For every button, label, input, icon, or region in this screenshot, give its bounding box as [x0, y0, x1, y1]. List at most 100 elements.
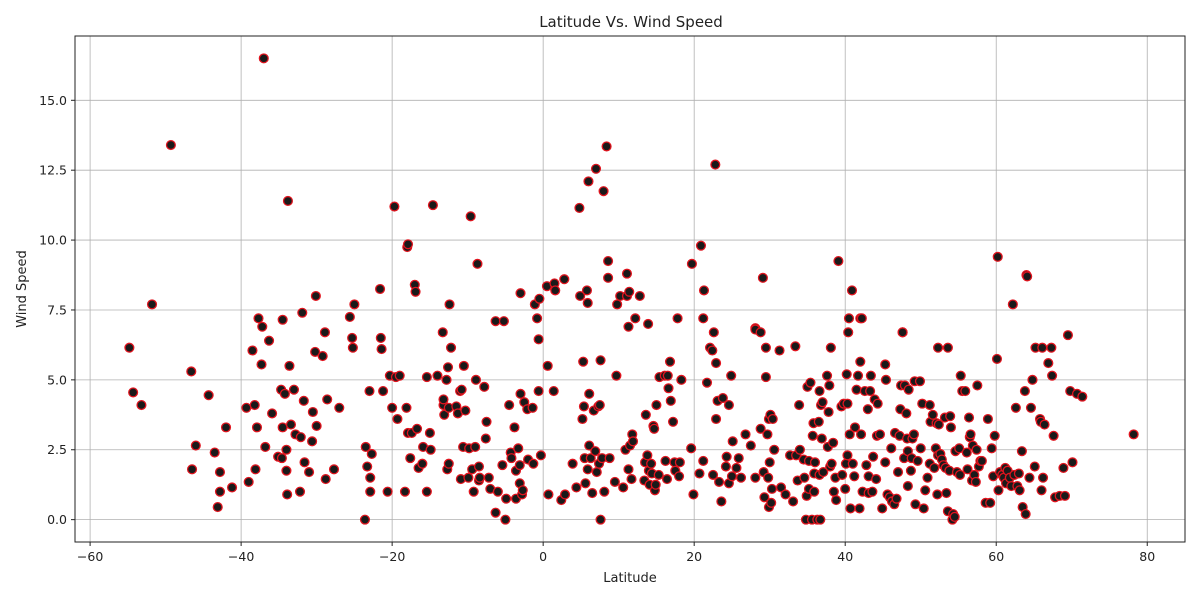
scatter-point: [1022, 271, 1033, 282]
scatter-point: [623, 464, 634, 475]
scatter-point: [515, 288, 526, 299]
scatter-point: [933, 419, 944, 430]
scatter-point: [249, 399, 260, 411]
scatter-point: [862, 404, 873, 415]
scatter-point: [474, 472, 485, 483]
scatter-point: [856, 313, 867, 324]
y-tick-label: 2.5: [47, 442, 67, 457]
scatter-point: [402, 239, 414, 250]
scatter-point: [843, 327, 854, 338]
scatter-point: [1036, 485, 1047, 496]
scatter-point: [443, 458, 454, 469]
scatter-point: [389, 201, 400, 212]
scatter-point: [845, 503, 856, 514]
scatter-point: [634, 290, 645, 302]
y-tick-label: 0.0: [47, 512, 67, 527]
scatter-point: [767, 413, 778, 425]
scatter-point: [344, 311, 355, 323]
scatter-point: [865, 385, 876, 397]
scatter-point: [243, 476, 254, 487]
scatter-point: [405, 453, 416, 464]
scatter-point: [814, 385, 825, 397]
scatter-point: [760, 372, 771, 383]
scatter-point: [550, 285, 561, 296]
scatter-point: [867, 486, 878, 497]
scatter-point: [492, 486, 503, 497]
scatter-point: [282, 489, 293, 500]
scatter-point: [717, 392, 728, 404]
scatter-point: [241, 402, 252, 413]
scatter-point: [790, 341, 801, 352]
scatter-point: [322, 394, 333, 405]
scatter-point: [470, 441, 481, 453]
scatter-point: [282, 195, 293, 206]
scatter-point: [253, 313, 264, 324]
scatter-point: [298, 395, 309, 406]
y-tick-label: 5.0: [47, 372, 67, 387]
scatter-point: [871, 474, 882, 485]
scatter-point: [686, 443, 697, 454]
scatter-point: [584, 440, 595, 451]
scatter-point: [124, 342, 135, 353]
scatter-point: [427, 200, 438, 211]
scatter-point: [726, 471, 737, 482]
scatter-point: [710, 159, 721, 170]
scatter-point: [1058, 462, 1069, 473]
scatter-point: [1013, 468, 1024, 479]
scatter-point: [852, 370, 864, 381]
scatter-point: [843, 313, 855, 324]
scatter-point: [146, 299, 158, 310]
scatter-point: [533, 334, 544, 345]
scatter-point: [920, 485, 931, 496]
scatter-point: [897, 327, 908, 338]
scatter-point: [1024, 472, 1035, 483]
scatter-point: [650, 479, 661, 490]
scatter-point: [250, 464, 261, 475]
scatter-point: [574, 202, 585, 213]
scatter-point: [711, 358, 722, 369]
scatter-point: [780, 489, 791, 500]
scatter-point: [823, 406, 834, 418]
scatter-point: [662, 370, 673, 381]
scatter-point: [209, 447, 220, 458]
scatter-point: [825, 342, 836, 353]
scatter-point: [375, 283, 386, 295]
scatter-point: [465, 211, 476, 222]
scatter-point: [955, 370, 966, 381]
scatter-point: [902, 481, 913, 492]
scatter-point: [264, 335, 275, 346]
scatter-point: [285, 419, 297, 430]
scatter-point: [307, 406, 318, 418]
scatter-point: [664, 356, 676, 367]
scatter-point: [846, 285, 858, 296]
scatter-point: [375, 332, 386, 343]
scatter-point: [366, 448, 377, 459]
scatter-point: [707, 345, 718, 356]
x-tick-label: 80: [1139, 549, 1155, 564]
scatter-point: [856, 429, 867, 440]
scatter-point: [590, 446, 601, 457]
scatter-point: [674, 457, 685, 468]
scatter-point: [954, 443, 965, 454]
scatter-point: [227, 482, 238, 493]
scatter-point: [701, 377, 713, 388]
scatter-point: [498, 316, 509, 327]
scatter-point: [874, 429, 885, 440]
scatter-point: [809, 457, 821, 468]
x-tick-label: 40: [837, 549, 853, 564]
x-tick-label: −40: [228, 549, 254, 564]
scatter-point: [665, 395, 676, 406]
scatter-point: [299, 457, 310, 468]
scatter-point: [548, 385, 559, 397]
scatter-point: [1062, 330, 1074, 341]
scatter-point: [828, 486, 839, 497]
scatter-point: [922, 472, 933, 483]
scatter-point: [267, 408, 278, 419]
scatter-point: [1077, 391, 1088, 402]
scatter-point: [985, 497, 996, 508]
scatter-point: [473, 461, 485, 472]
scatter-point: [1027, 374, 1038, 385]
scatter-point: [365, 472, 376, 483]
scatter-point: [190, 440, 201, 451]
scatter-point: [757, 272, 768, 283]
